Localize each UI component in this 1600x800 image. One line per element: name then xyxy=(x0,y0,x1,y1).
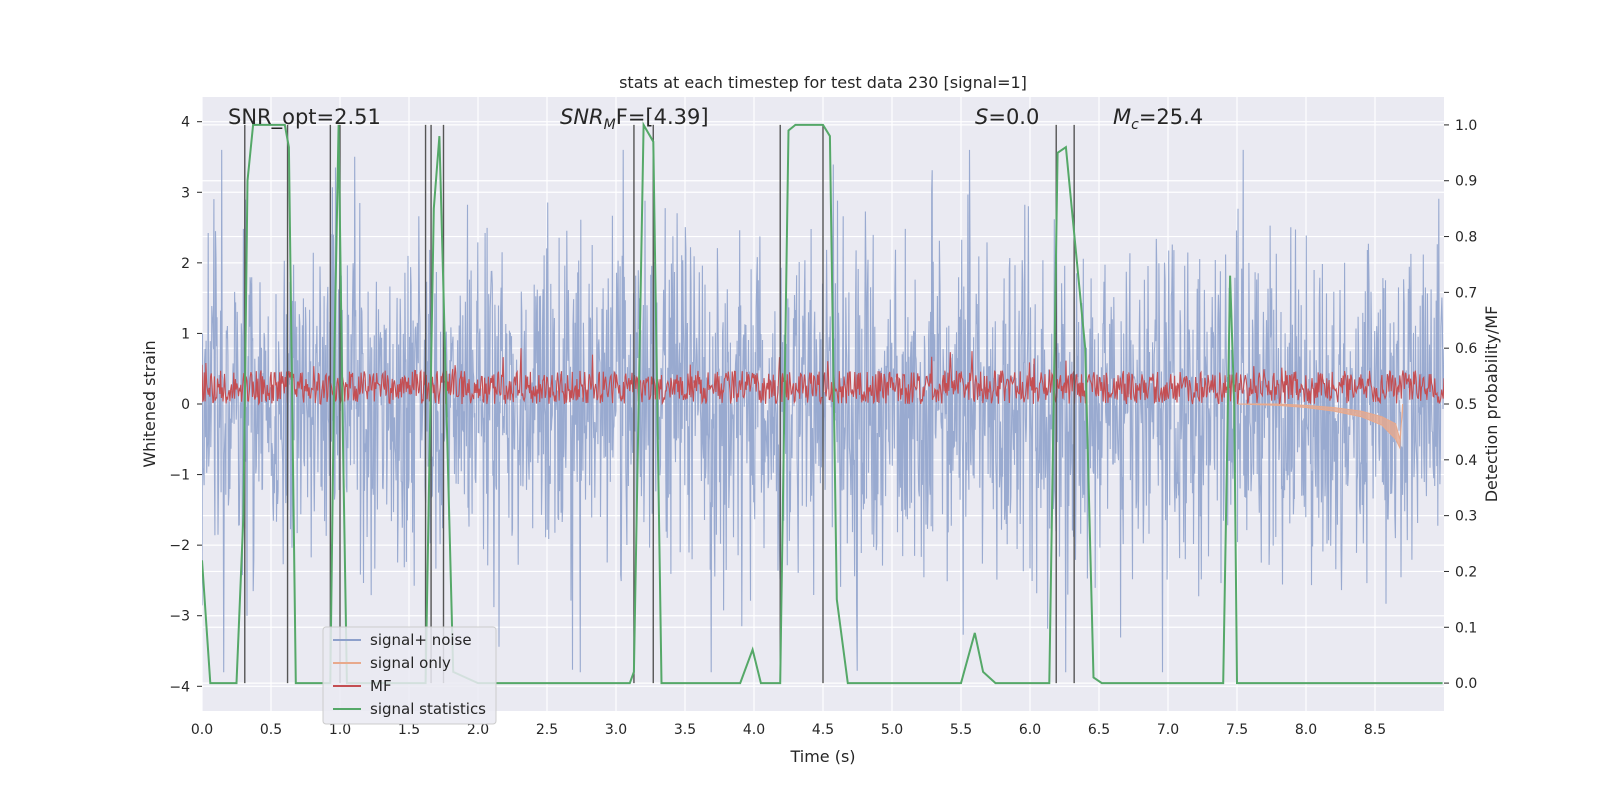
x-tick-label-10: 5.0 xyxy=(881,722,903,738)
x-tick-label-9: 4.5 xyxy=(812,722,834,738)
x-tick-label-6: 3.0 xyxy=(605,722,627,738)
series-signal-statistics-line xyxy=(202,121,1443,685)
y-axis-right-label: Detection probability/MF xyxy=(1482,306,1501,503)
y-left-tick-label-1: 3 xyxy=(181,185,190,201)
y-right-tick-label-6: 0.4 xyxy=(1455,453,1477,469)
x-tick-label-4: 2.0 xyxy=(467,722,489,738)
annotation-s-var: S xyxy=(975,105,988,129)
x-tick-label-13: 6.5 xyxy=(1088,722,1110,738)
y-right-tick-label-3: 0.7 xyxy=(1455,285,1477,301)
legend-label-signal-only: signal only xyxy=(370,654,451,672)
chart-title: stats at each timestep for test data 230… xyxy=(619,73,1027,92)
annotation-snr-mf-sub: M xyxy=(604,117,616,133)
legend-label-signal-noise: signal+ noise xyxy=(370,631,472,649)
y-right-tick-label-0: 1.0 xyxy=(1455,118,1477,134)
x-tick-label-16: 8.0 xyxy=(1295,722,1317,738)
annotation-mc-sub: c xyxy=(1131,117,1139,133)
y-right-tick-label-7: 0.3 xyxy=(1455,509,1477,525)
annotation-mc-var: M xyxy=(1113,105,1131,129)
x-tick-label-3: 1.5 xyxy=(398,722,420,738)
y-left-tick-label-0: 4 xyxy=(181,115,190,131)
y-left-tick-label-3: 1 xyxy=(181,326,190,342)
x-tick-label-11: 5.5 xyxy=(950,722,972,738)
y-axis-left-label: Whitened strain xyxy=(140,340,159,467)
annotation-s-rest: =0.0 xyxy=(988,105,1039,129)
x-tick-label-12: 6.0 xyxy=(1019,722,1041,738)
series-layer xyxy=(202,121,1444,685)
x-tick-label-1: 0.5 xyxy=(260,722,282,738)
y-right-tick-label-5: 0.5 xyxy=(1455,397,1477,413)
y-right-tick-label-9: 0.1 xyxy=(1455,620,1477,636)
annotation-snr-mf: SNRMF=[4.39] xyxy=(560,105,709,133)
y-right-tick-label-1: 0.9 xyxy=(1455,174,1477,190)
y-right-tick-label-2: 0.8 xyxy=(1455,230,1477,246)
y-left-tick-label-8: −4 xyxy=(169,679,190,695)
y-axis-left-ticks: 4 3 2 1 0 −1 −2 −3 −4 xyxy=(169,115,202,695)
y-left-tick-label-7: −3 xyxy=(169,609,190,625)
y-axis-right-ticks: 1.0 0.9 0.8 0.7 0.6 0.5 0.4 0.3 0.2 0.1 0.0 xyxy=(1444,118,1477,692)
x-tick-label-0: 0.0 xyxy=(191,722,213,738)
x-tick-label-8: 4.0 xyxy=(743,722,765,738)
y-right-tick-label-4: 0.6 xyxy=(1455,341,1477,357)
x-tick-label-14: 7.0 xyxy=(1157,722,1179,738)
x-tick-label-2: 1.0 xyxy=(329,722,351,738)
y-left-tick-label-6: −2 xyxy=(169,538,190,554)
x-axis-ticks: 0.0 0.5 1.0 1.5 2.0 2.5 3.0 3.5 4.0 4.5 5.0 5.5 6.0 6… xyxy=(191,722,1386,738)
x-tick-label-17: 8.5 xyxy=(1364,722,1386,738)
y-right-tick-label-10: 0.0 xyxy=(1455,676,1477,692)
legend-label-mf: MF xyxy=(370,677,392,695)
annotation-snr-opt: SNR_opt=2.51 xyxy=(228,105,381,130)
legend: signal+ noise signal only MF signal stat… xyxy=(322,626,497,725)
annotation-snr-mf-rest: F=[4.39] xyxy=(616,105,709,129)
y-right-tick-label-8: 0.2 xyxy=(1455,564,1477,580)
annotation-snr-mf-base: SNR xyxy=(560,105,604,129)
annotation-s: S=0.0 xyxy=(975,105,1039,129)
y-left-tick-label-4: 0 xyxy=(181,397,190,413)
y-left-tick-label-2: 2 xyxy=(181,256,190,272)
x-tick-label-7: 3.5 xyxy=(674,722,696,738)
series-signal-only-band xyxy=(1236,403,1404,450)
x-tick-label-15: 7.5 xyxy=(1226,722,1248,738)
annotation-mc-rest: =25.4 xyxy=(1139,105,1203,129)
annotation-mc: Mc=25.4 xyxy=(1113,105,1203,133)
x-tick-label-5: 2.5 xyxy=(536,722,558,738)
legend-label-signal-statistics: signal statistics xyxy=(370,700,486,718)
legend-box xyxy=(322,626,497,725)
y-left-tick-label-5: −1 xyxy=(169,468,190,484)
x-axis-label: Time (s) xyxy=(789,747,855,766)
